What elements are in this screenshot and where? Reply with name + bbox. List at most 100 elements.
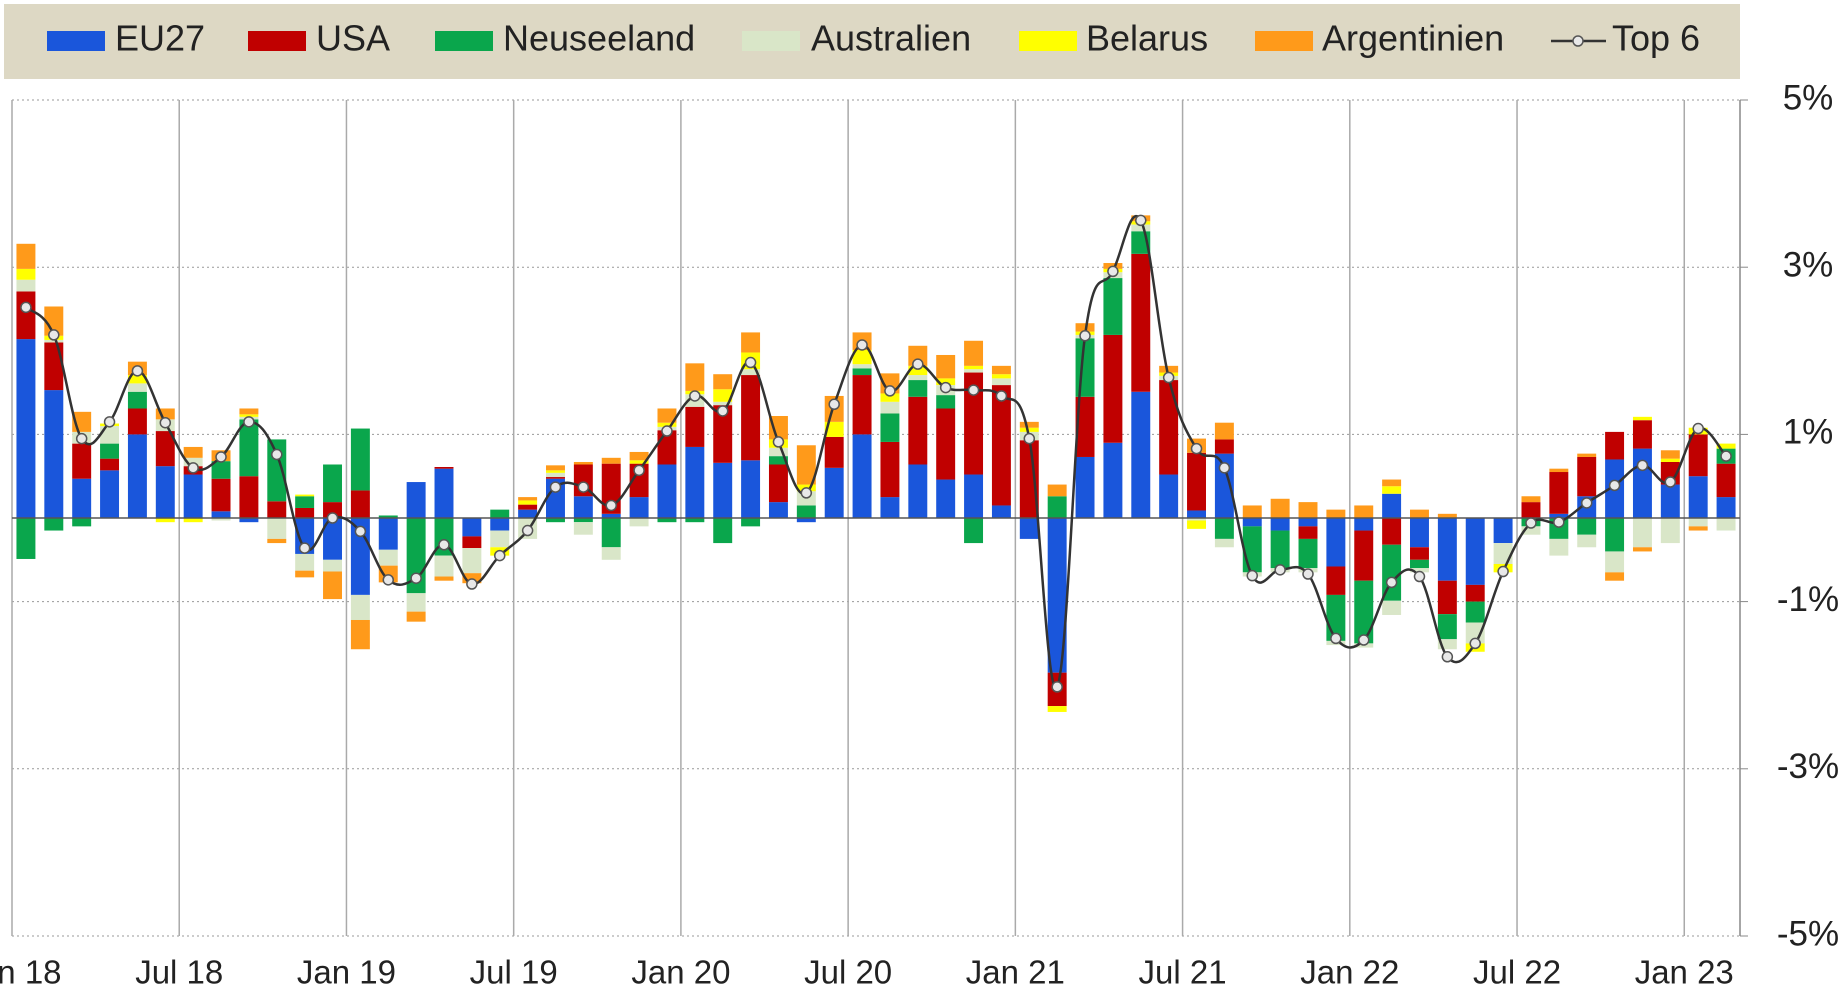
bar-segment — [16, 268, 36, 280]
line-marker — [939, 381, 952, 394]
bar-segment — [852, 368, 872, 376]
bar-segment — [573, 522, 593, 535]
bar-segment — [1660, 458, 1680, 462]
bar-segment — [1354, 580, 1374, 644]
bar-segment — [768, 464, 788, 503]
bar-segment — [295, 553, 315, 571]
bar-segment — [1493, 518, 1513, 544]
bar-segment — [1465, 518, 1485, 585]
y-tick-label: 5% — [1783, 78, 1834, 117]
line-marker — [884, 385, 896, 397]
line-marker — [382, 574, 395, 586]
bar-segment — [768, 456, 788, 465]
bar-segment — [378, 518, 398, 550]
bar-segment — [880, 441, 900, 498]
bar-segment — [657, 464, 677, 518]
bar-segment — [1410, 559, 1429, 569]
bar-segment — [713, 389, 733, 402]
bar-segment — [239, 414, 259, 417]
bar-segment — [127, 434, 147, 518]
bar-segment — [1354, 530, 1374, 581]
bar-segment — [295, 496, 315, 508]
legend-label: Argentinien — [1322, 18, 1504, 59]
bar-segment — [155, 431, 175, 467]
bar-segment — [1549, 538, 1569, 556]
bar-segment — [908, 396, 928, 465]
bar-segment — [1632, 416, 1652, 421]
bar-segment — [44, 339, 64, 343]
bar-segment — [1465, 584, 1485, 602]
bar-segment — [741, 375, 761, 461]
bar-segment — [657, 408, 677, 423]
bar-segment — [1493, 543, 1513, 564]
bar-segment — [211, 478, 231, 512]
bar-segment — [1103, 278, 1123, 335]
bar-segment — [964, 372, 984, 475]
bar-segment — [211, 461, 231, 479]
x-tick-label: Jan 21 — [966, 954, 1065, 991]
bar-segment — [936, 378, 956, 386]
legend-label: Top 6 — [1612, 18, 1700, 59]
bar-segment — [1437, 513, 1457, 518]
bar-segment — [1410, 568, 1429, 573]
bar-segment — [964, 340, 984, 366]
bar-segment — [239, 408, 259, 415]
bar-segment — [406, 611, 426, 622]
bar-segment — [1382, 518, 1402, 545]
bar-segment — [908, 380, 928, 397]
bar-segment — [323, 464, 342, 503]
bar-segment — [601, 513, 621, 518]
bar-segment — [601, 518, 621, 548]
bar-segment — [880, 497, 900, 518]
bar-segment — [852, 434, 872, 518]
x-tick-label: Jul 22 — [1473, 954, 1561, 991]
bar-segment — [629, 518, 649, 527]
bar-segment — [155, 466, 175, 518]
bar-segment — [462, 536, 482, 549]
line-marker — [1580, 497, 1593, 509]
bar-segment — [936, 354, 956, 379]
bar-segment — [155, 408, 175, 420]
bar-segment — [1326, 509, 1346, 518]
line-marker — [1497, 565, 1509, 578]
bar-segment — [267, 538, 287, 544]
bar-segment — [601, 547, 621, 560]
line-marker — [1079, 330, 1091, 342]
line-marker — [1357, 634, 1370, 646]
line-marker — [103, 416, 116, 428]
bar-segment — [72, 443, 92, 479]
bar-segment — [1019, 421, 1039, 428]
bar-segment — [546, 518, 565, 523]
bar-segment — [127, 383, 147, 392]
legend-swatch — [47, 31, 105, 51]
line-marker — [354, 525, 367, 538]
bar-segment — [880, 413, 900, 442]
bar-segment — [518, 500, 538, 505]
bar-segment — [1605, 518, 1625, 552]
bar-segment — [1214, 422, 1234, 440]
legend-label: EU27 — [115, 18, 205, 59]
line-marker — [1218, 462, 1231, 474]
bar-segment — [768, 447, 788, 457]
bar-segment — [908, 345, 928, 366]
bar-segment — [406, 593, 426, 612]
line-marker — [1385, 576, 1398, 589]
x-tick-label: Jan 18 — [0, 954, 62, 991]
bar-segment — [685, 518, 705, 523]
bar-segment — [518, 509, 538, 518]
bar-segment — [1019, 518, 1039, 539]
bar-segment — [490, 518, 510, 531]
bar-segment — [378, 549, 398, 566]
bar-segment — [1688, 434, 1708, 477]
bar-segment — [16, 339, 36, 518]
line-marker — [1190, 442, 1203, 455]
line-marker — [410, 572, 422, 584]
bar-segment — [239, 419, 259, 477]
bar-segment — [1103, 442, 1123, 518]
x-tick-label: Jul 21 — [1139, 954, 1227, 991]
line-marker — [493, 549, 506, 562]
bar-segment — [1605, 572, 1625, 581]
line-marker — [1162, 371, 1175, 384]
bar-segment — [1382, 486, 1402, 494]
bar-segment — [16, 518, 36, 559]
